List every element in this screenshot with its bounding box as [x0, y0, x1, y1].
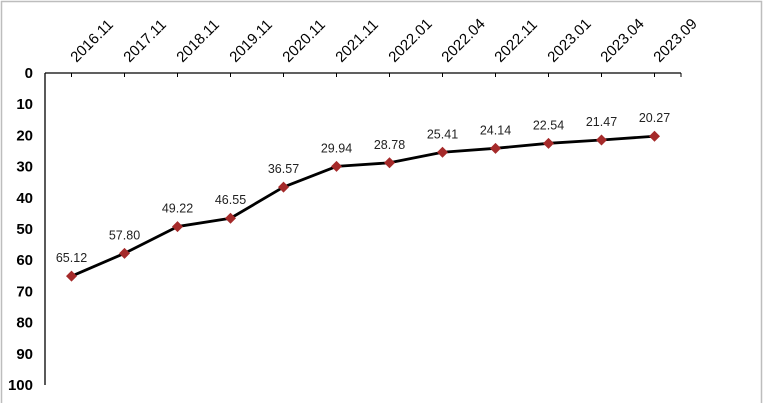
data-label: 25.41 [427, 127, 458, 141]
y-tick-label: 50 [16, 221, 33, 238]
data-point-marker [437, 146, 448, 158]
data-point-marker [225, 212, 236, 224]
y-tick-label: 40 [16, 190, 33, 207]
x-tick-label: 2023.01 [544, 15, 594, 65]
data-point-marker [596, 134, 607, 146]
series-line [70, 134, 655, 278]
x-tick-label: 2022.01 [385, 15, 435, 65]
x-tick-label: 2022.11 [491, 16, 541, 66]
y-tick-label: 0 [25, 65, 33, 82]
data-label: 36.57 [268, 162, 299, 176]
y-tick-label: 30 [16, 159, 33, 176]
data-point-marker [119, 247, 130, 259]
data-label: 29.94 [321, 141, 352, 155]
data-point-marker [172, 221, 183, 233]
x-tick-label: 2016.11 [67, 16, 117, 66]
y-tick-label: 80 [16, 315, 33, 332]
data-label: 65.12 [56, 251, 87, 265]
data-label: 24.14 [480, 123, 511, 137]
data-point-marker [384, 157, 395, 169]
y-tick-label: 90 [16, 346, 33, 363]
x-tick-label: 2023.04 [597, 15, 647, 65]
x-tick-label: 2018.11 [173, 16, 223, 66]
data-point-marker [543, 137, 554, 149]
data-label: 57.80 [109, 228, 140, 242]
data-point-marker [66, 270, 77, 282]
data-point-marker [278, 181, 289, 193]
x-tick-label: 2022.04 [438, 15, 488, 65]
y-tick-label: 70 [16, 283, 33, 300]
x-tick-label: 2021.11 [332, 16, 382, 66]
data-point-marker [490, 142, 501, 154]
x-tick-label: 2023.09 [650, 15, 700, 65]
y-tick-label: 100 [8, 377, 33, 394]
x-tick-label: 2019.11 [226, 16, 276, 66]
y-tick-label: 10 [16, 96, 33, 113]
data-label: 46.55 [215, 193, 246, 207]
data-label: 22.54 [533, 118, 564, 132]
data-label: 21.47 [586, 115, 617, 129]
data-label: 20.27 [639, 111, 670, 125]
data-point-marker [331, 160, 342, 172]
x-tick-label: 2017.11 [120, 16, 170, 66]
x-tick-label: 2020.11 [279, 16, 329, 66]
y-tick-label: 20 [16, 127, 33, 144]
data-label: 28.78 [374, 138, 405, 152]
y-tick-label: 60 [16, 252, 33, 269]
data-point-marker [649, 130, 660, 142]
data-label: 49.22 [162, 202, 193, 216]
